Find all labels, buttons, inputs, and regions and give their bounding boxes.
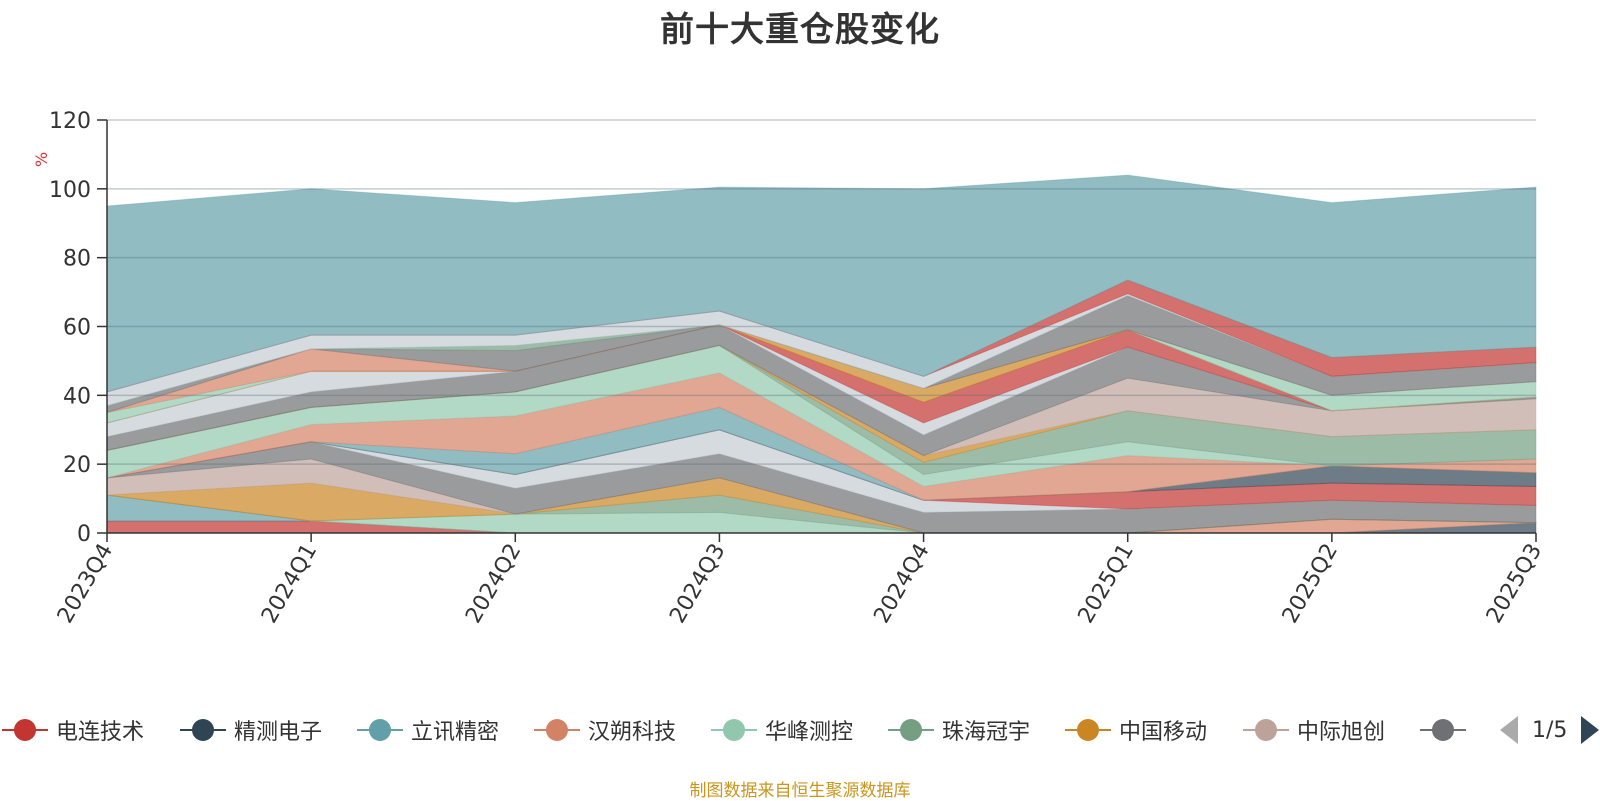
legend-pager: 1/5 — [1500, 712, 1600, 748]
area-series-8[interactable] — [106, 458, 1537, 534]
area-series-29[interactable] — [106, 174, 1537, 393]
legend-items: 电连技术 精测电子 立讯精密 汉朔科技 华峰测控 珠海冠宇 中国移动 中际旭创? — [0, 712, 1472, 748]
legend-label: 精测电子 — [234, 720, 323, 745]
legend-label: 中际旭创 — [1297, 720, 1386, 745]
legend-item[interactable]: 汉朔科技 — [534, 712, 676, 748]
legend-marker-icon — [1065, 712, 1111, 748]
x-tick-label: 2024Q3 — [665, 540, 730, 628]
x-tick-label: 2024Q4 — [869, 540, 934, 628]
source-note: 制图数据来自恒生聚源数据库 — [689, 781, 911, 801]
chart-title: 前十大重仓股变化 — [660, 10, 940, 50]
legend-label: 汉朔科技 — [588, 720, 677, 745]
legend-label: 华峰测控 — [765, 720, 854, 745]
y-tick-label: 80 — [63, 247, 91, 272]
y-tick-label: 40 — [63, 384, 91, 409]
legend-item[interactable]: 华峰测控 — [711, 712, 853, 748]
legend-item[interactable]: ? — [1420, 712, 1472, 748]
legend-marker-icon — [534, 712, 580, 748]
legend-item[interactable]: 中际旭创 — [1243, 712, 1385, 748]
legend-marker-icon — [1243, 712, 1289, 748]
x-tick-label: 2024Q2 — [461, 540, 526, 628]
legend-marker-icon — [711, 712, 757, 748]
legend: 电连技术 精测电子 立讯精密 汉朔科技 华峰测控 珠海冠宇 中国移动 中际旭创? — [0, 712, 1600, 748]
legend-item[interactable]: 精测电子 — [180, 712, 322, 748]
y-tick-label: 20 — [63, 453, 91, 478]
legend-prev-page-icon[interactable] — [1500, 716, 1518, 744]
legend-label: 电连技术 — [56, 720, 145, 745]
legend-item[interactable]: 珠海冠宇 — [888, 712, 1030, 748]
legend-marker-icon — [1420, 712, 1466, 748]
legend-item[interactable]: 立讯精密 — [357, 712, 499, 748]
legend-label: 立讯精密 — [411, 720, 500, 745]
legend-next-page-icon[interactable] — [1581, 716, 1600, 744]
chart-area: 0 20 40 60 80 100 120 2023Q4 2024Q1 2024Q2 2024Q3 2… — [49, 109, 1547, 628]
legend-label: 珠海冠宇 — [942, 720, 1031, 745]
x-tick-label: 2025Q1 — [1074, 540, 1139, 628]
x-tick-label: 2023Q4 — [53, 540, 118, 628]
y-tick-label: 60 — [63, 316, 91, 341]
legend-page-indicator: 1/5 — [1532, 717, 1568, 743]
legend-marker-icon — [888, 712, 934, 748]
legend-item[interactable]: 电连技术 — [2, 712, 144, 748]
legend-label: 中国移动 — [1119, 720, 1208, 745]
x-tick-label: 2024Q1 — [257, 540, 322, 628]
y-tick-label: 0 — [77, 522, 91, 547]
x-tick-label: 2025Q2 — [1278, 540, 1343, 628]
legend-marker-icon — [2, 712, 48, 748]
legend-marker-icon — [357, 712, 403, 748]
y-tick-label: 120 — [49, 109, 91, 134]
legend-item[interactable]: 中国移动 — [1065, 712, 1207, 748]
legend-marker-icon — [180, 712, 226, 748]
y-tick-label: 100 — [49, 178, 91, 203]
x-tick-label: 2025Q3 — [1482, 540, 1547, 628]
